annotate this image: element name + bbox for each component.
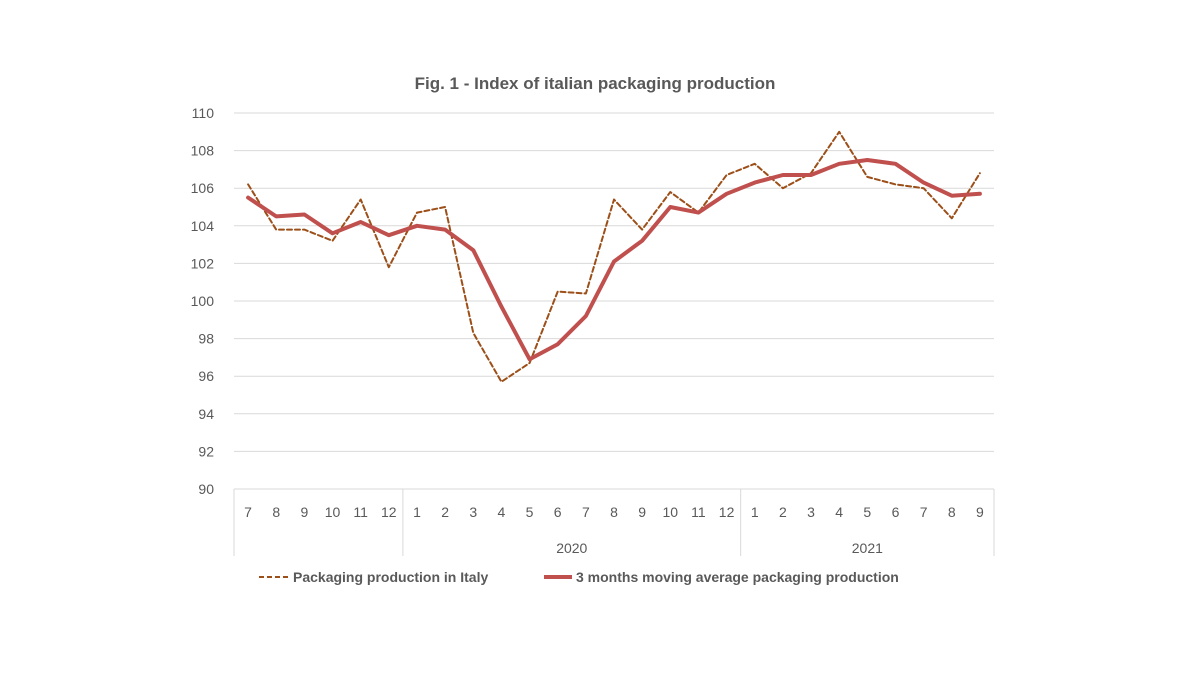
y-tick-label: 92 [198, 443, 214, 459]
legend-label: Packaging production in Italy [293, 569, 488, 585]
y-tick-label: 94 [198, 406, 214, 422]
x-tick-label: 9 [638, 504, 646, 520]
x-tick-label: 5 [863, 504, 871, 520]
x-tick-label: 2 [441, 504, 449, 520]
x-tick-label: 3 [807, 504, 815, 520]
x-tick-label: 10 [325, 504, 341, 520]
x-tick-label: 8 [948, 504, 956, 520]
y-tick-label: 96 [198, 368, 214, 384]
series-line-1 [247, 130, 981, 383]
x-group-label: 2020 [556, 540, 587, 556]
x-tick-label: 11 [691, 504, 706, 520]
x-tick-label: 7 [582, 504, 590, 520]
y-tick-label: 90 [198, 481, 214, 497]
x-tick-label: 9 [976, 504, 984, 520]
x-tick-label: 11 [353, 504, 368, 520]
series [246, 130, 982, 383]
y-tick-label: 98 [198, 331, 214, 347]
x-tick-label: 7 [244, 504, 252, 520]
x-tick-label: 4 [498, 504, 506, 520]
gridlines [234, 112, 994, 490]
x-tick-label: 8 [610, 504, 618, 520]
x-tick-label: 7 [920, 504, 928, 520]
y-tick-label: 102 [191, 255, 215, 271]
x-tick-label: 12 [381, 504, 397, 520]
x-tick-label: 9 [300, 504, 308, 520]
series-line-2 [246, 158, 982, 362]
y-tick-label: 108 [191, 143, 215, 159]
y-tick-label: 106 [191, 180, 215, 196]
legend-label: 3 months moving average packaging produc… [576, 569, 899, 585]
legend: Packaging production in Italy 3 months mo… [259, 569, 899, 585]
x-tick-label: 5 [526, 504, 534, 520]
x-tick-label: 1 [751, 504, 759, 520]
x-tick-label: 2 [779, 504, 787, 520]
y-tick-label: 104 [191, 218, 215, 234]
x-tick-label: 4 [835, 504, 843, 520]
x-tick-label: 1 [413, 504, 421, 520]
x-tick-label: 10 [663, 504, 679, 520]
x-tick-label: 8 [272, 504, 280, 520]
x-group-label: 2021 [852, 540, 883, 556]
x-tick-label: 6 [554, 504, 562, 520]
x-tick-label: 6 [892, 504, 900, 520]
x-tick-label: 12 [719, 504, 735, 520]
chart-title: Fig. 1 - Index of italian packaging prod… [415, 74, 776, 93]
y-tick-label: 100 [191, 293, 215, 309]
x-tick-label: 3 [469, 504, 477, 520]
y-tick-label: 110 [192, 105, 215, 121]
